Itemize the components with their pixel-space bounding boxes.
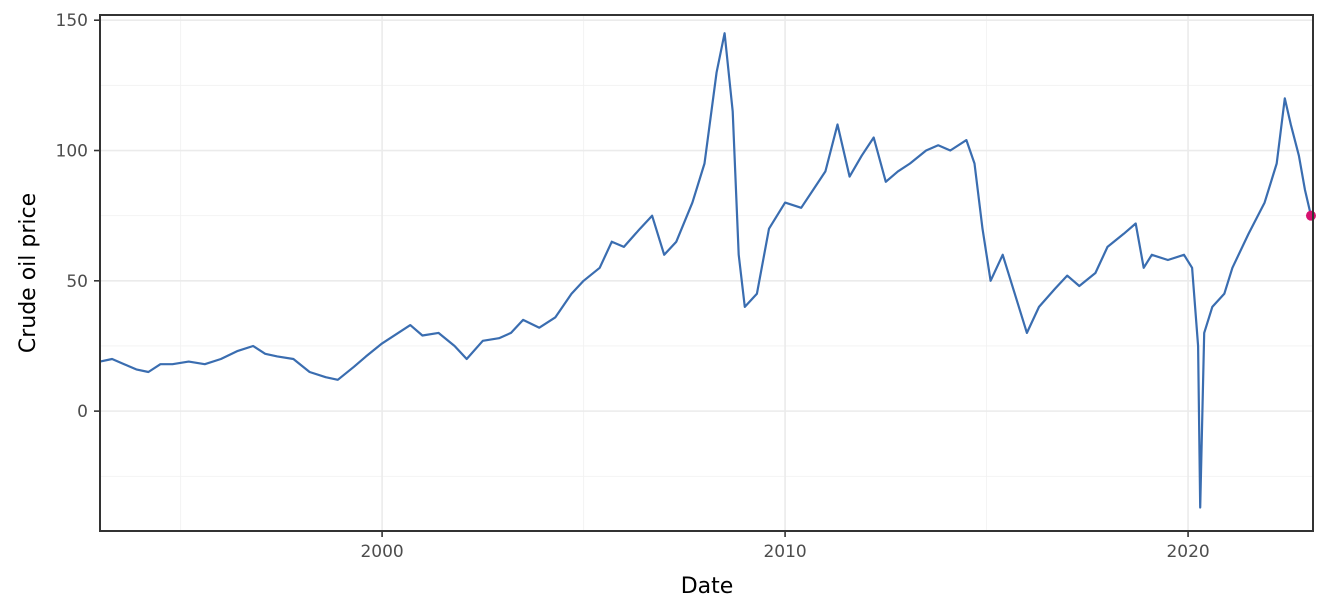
x-axis-title: Date xyxy=(681,574,734,599)
x-tick-label: 2000 xyxy=(360,542,403,562)
x-tick-label: 2010 xyxy=(763,542,806,562)
y-axis-title: Crude oil price xyxy=(16,193,41,353)
panel-border xyxy=(99,14,1314,532)
price-series-line xyxy=(99,32,1313,509)
y-tick-label: 50 xyxy=(66,272,88,292)
x-tick-label: 2020 xyxy=(1166,542,1209,562)
y-tick-label: 150 xyxy=(56,11,88,31)
axes: 2000 2010 2020 0 50 100 150 xyxy=(56,11,1210,562)
y-tick-label: 100 xyxy=(56,142,88,162)
last-price-point xyxy=(1305,210,1316,221)
y-tick-label: 0 xyxy=(77,402,88,422)
